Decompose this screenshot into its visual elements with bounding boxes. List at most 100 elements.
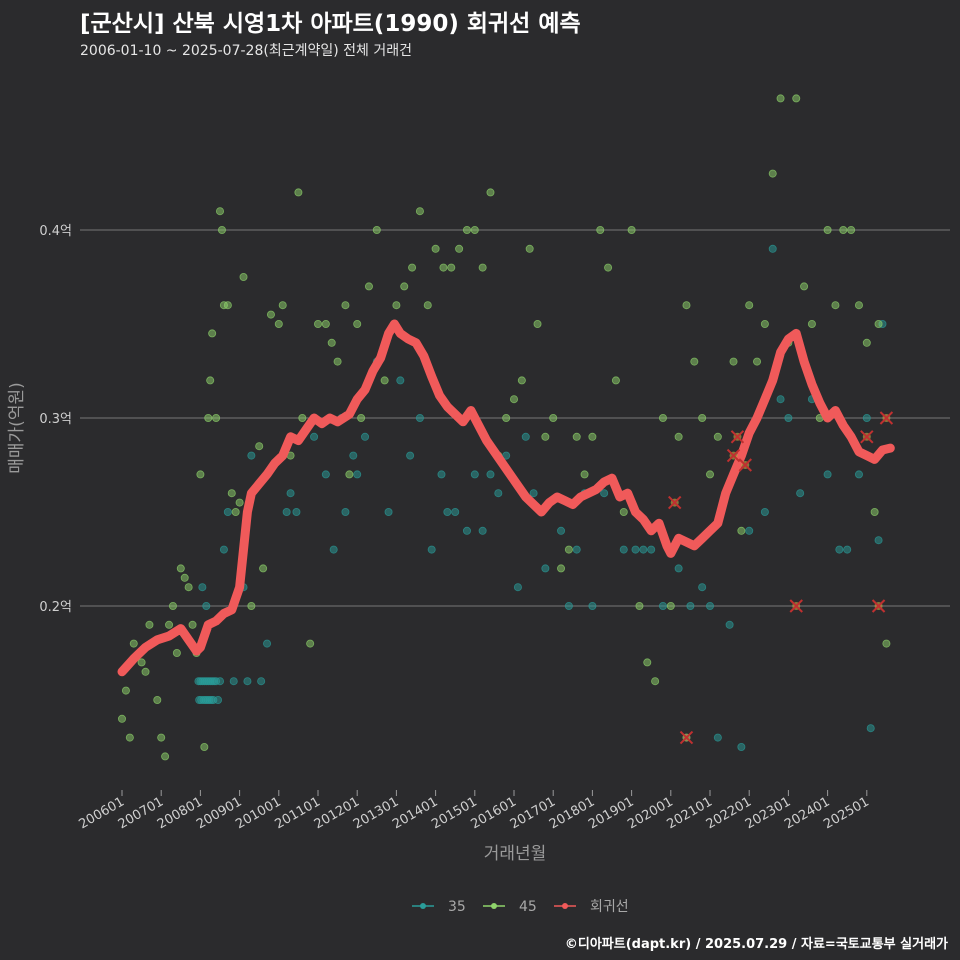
scatter-point-45 [208, 329, 217, 338]
y-axis-title: 매매가(억원) [7, 382, 27, 473]
scatter-point-35 [219, 545, 228, 554]
scatter-point-35 [557, 526, 566, 535]
scatter-point-35 [843, 545, 852, 554]
scatter-point-45 [839, 225, 848, 234]
scatter-point-45 [533, 319, 542, 328]
y-tick-label: 0.4억 [39, 224, 72, 239]
scatter-point-35 [437, 470, 446, 479]
scatter-point-45 [768, 169, 777, 178]
scatter-point-35 [443, 507, 452, 516]
scatter-point-45 [227, 489, 236, 498]
legend-item-35: 35 [412, 899, 466, 915]
scatter-point-35 [349, 451, 358, 460]
scatter-point-45 [572, 432, 581, 441]
scatter-point-35 [257, 677, 266, 686]
scatter-point-45 [372, 225, 381, 234]
scatter-point-35 [784, 413, 793, 422]
scatter-point-35 [725, 620, 734, 629]
scatter-point-45 [486, 188, 495, 197]
scatter-point-45 [172, 649, 181, 658]
scatter-point-35 [396, 376, 405, 385]
scatter-point-45 [455, 244, 464, 253]
scatter-point-35 [321, 470, 330, 479]
scatter-point-45 [557, 564, 566, 573]
scatter-point-35 [470, 470, 479, 479]
scatter-point-45 [447, 263, 456, 272]
scatter-point-45 [745, 301, 754, 310]
scatter-point-45 [580, 470, 589, 479]
scatter-point-35 [572, 545, 581, 554]
scatter-point-35 [706, 602, 715, 611]
legend-item-45: 45 [483, 899, 537, 915]
scatter-point-35 [862, 413, 871, 422]
scatter-point-45 [823, 225, 832, 234]
scatter-point-35 [247, 451, 256, 460]
scatter-point-45 [118, 714, 127, 723]
scatter-point-45 [145, 620, 154, 629]
outlier-marker [668, 495, 682, 510]
scatter-point-35 [198, 583, 207, 592]
scatter-point-45 [165, 620, 174, 629]
scatter-point-45 [870, 507, 879, 516]
scatter-point-45 [357, 413, 366, 422]
scatter-point-35 [564, 602, 573, 611]
scatter-point-45 [502, 413, 511, 422]
scatter-point-35 [451, 507, 460, 516]
scatter-point-35 [823, 470, 832, 479]
outlier-marker [789, 599, 803, 613]
scatter-point-35 [462, 526, 471, 535]
legend-item-회귀선: 회귀선 [554, 899, 629, 915]
scatter-point-45 [313, 319, 322, 328]
scatter-point-45 [509, 395, 518, 404]
scatter-point-45 [596, 225, 605, 234]
scatter-point-45 [212, 413, 221, 422]
scatter-point-35 [406, 451, 415, 460]
scatter-point-35 [639, 545, 648, 554]
scatter-point-45 [333, 357, 342, 366]
scatter-point-45 [129, 639, 138, 648]
scatter-point-45 [753, 357, 762, 366]
scatter-point-45 [266, 310, 275, 319]
scatter-point-45 [651, 677, 660, 686]
scatter-point-45 [588, 432, 597, 441]
scatter-point-45 [200, 743, 209, 752]
scatter-point-45 [847, 225, 856, 234]
scatter-point-35 [529, 489, 538, 498]
scatter-point-45 [255, 442, 264, 451]
scatter-point-45 [235, 498, 244, 507]
footer-credit: ©디아파트(dapt.kr) / 2025.07.29 / 자료=국토교통부 실… [564, 937, 948, 952]
scatter-point-45 [380, 376, 389, 385]
scatter-point-45 [239, 272, 248, 281]
scatter-point-35 [286, 489, 295, 498]
scatter-point-45 [206, 376, 215, 385]
scatter-point-35 [486, 470, 495, 479]
scatter-point-45 [196, 470, 205, 479]
scatter-point-45 [658, 413, 667, 422]
chart-subtitle: 2006-01-10 ~ 2025-07-28(최근계약일) 전체 거래건 [80, 43, 412, 59]
chart-title: [군산시] 산북 시영1차 아파트(1990) 회귀선 예측 [80, 11, 581, 37]
scatter-point-45 [604, 263, 613, 272]
scatter-point-45 [176, 564, 185, 573]
scatter-point-45 [737, 526, 746, 535]
scatter-point-45 [223, 301, 232, 310]
scatter-point-35 [494, 489, 503, 498]
scatter-point-45 [157, 733, 166, 742]
scatter-point-45 [341, 301, 350, 310]
scatter-point-45 [188, 620, 197, 629]
scatter-point-45 [345, 470, 354, 479]
scatter-point-45 [217, 225, 226, 234]
scatter-point-45 [627, 225, 636, 234]
outlier-marker [726, 448, 741, 463]
outlier-marker [730, 430, 745, 444]
scatter-point-45 [874, 319, 883, 328]
scatter-point-45 [141, 667, 150, 676]
scatter-point-35 [874, 536, 883, 545]
scatter-point-35 [631, 545, 640, 554]
regression-line-layer [117, 319, 895, 677]
scatter-point-45 [462, 225, 471, 234]
scatter-point-45 [807, 319, 816, 328]
scatter-point-45 [760, 319, 769, 328]
scatter-point-35 [776, 395, 785, 404]
scatter-point-45 [478, 263, 487, 272]
